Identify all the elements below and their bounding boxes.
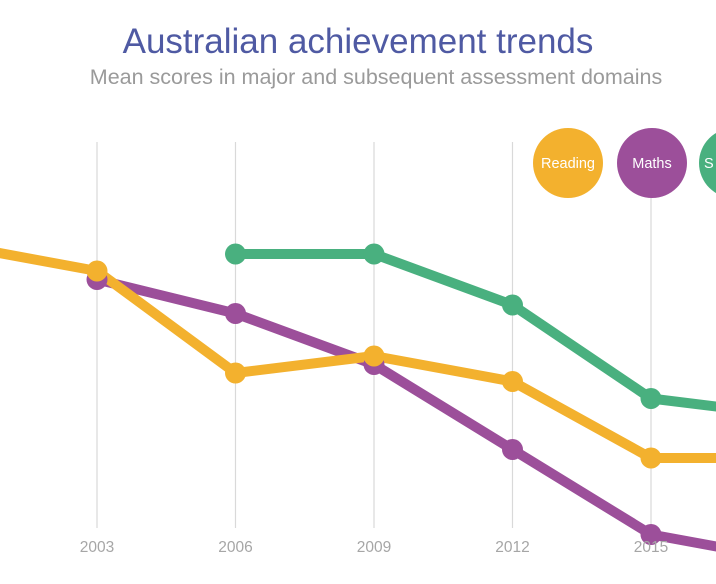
chart-title: Australian achievement trends <box>122 22 594 61</box>
data-point-s <box>640 388 662 409</box>
legend: Reading Maths S <box>533 128 716 198</box>
x-tick-label: 2006 <box>218 539 252 556</box>
series-lines <box>0 248 716 552</box>
data-point-reading <box>363 345 385 367</box>
data-point-reading <box>640 447 662 469</box>
data-point-s <box>225 243 246 265</box>
legend-label: Maths <box>632 156 672 172</box>
series-line-maths <box>92 274 716 552</box>
x-axis-ticks: 2003 2006 2009 2012 2015 <box>80 539 668 556</box>
legend-item-s: S <box>699 132 716 194</box>
x-tick-label: 2009 <box>357 539 391 556</box>
x-tick-label: 2012 <box>495 539 529 556</box>
data-point-reading <box>86 260 108 282</box>
chart-subtitle: Mean scores in major and subsequent asse… <box>89 65 663 89</box>
legend-label: Reading <box>541 156 595 172</box>
data-point-maths <box>640 524 662 545</box>
series-points <box>86 243 662 545</box>
legend-marker <box>533 128 603 198</box>
legend-marker <box>699 132 716 194</box>
x-tick-label: 2003 <box>80 539 114 556</box>
series-line-reading <box>0 248 716 463</box>
data-point-reading <box>225 362 246 384</box>
legend-item-maths: Maths <box>617 128 687 198</box>
data-point-maths <box>225 303 246 324</box>
legend-item-reading: Reading <box>533 128 603 198</box>
legend-label: S <box>704 156 714 172</box>
data-point-s <box>502 294 523 316</box>
data-point-reading <box>502 371 523 392</box>
legend-marker <box>617 128 687 198</box>
x-tick-label: 2015 <box>634 539 668 556</box>
data-point-s <box>363 243 385 265</box>
data-point-maths <box>502 439 523 460</box>
